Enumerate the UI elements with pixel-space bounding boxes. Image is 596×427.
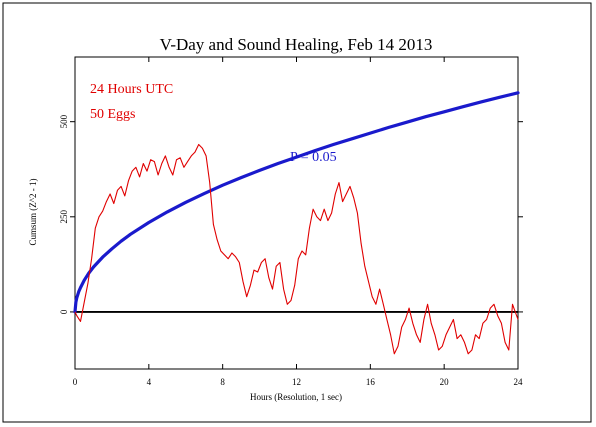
series-line-p005 — [73, 91, 520, 314]
x-tick-label-5: 20 — [440, 377, 450, 387]
annotation-50-eggs: 50 Eggs — [90, 107, 136, 122]
annotation-24-hours-utc: 24 Hours UTC — [90, 82, 173, 97]
y-axis-label: Cumsum (Z^2 - 1) — [28, 179, 38, 246]
series-line-cumsum — [74, 143, 519, 355]
x-tick-label-2: 8 — [220, 377, 225, 387]
annotation-p-value: P = 0.05 — [290, 150, 337, 165]
x-tick-label-6: 24 — [514, 377, 524, 387]
x-tick-label-0: 0 — [73, 377, 78, 387]
x-axis-ticks: 0 4 8 12 16 20 24 — [73, 57, 523, 387]
chart-title: V-Day and Sound Healing, Feb 14 2013 — [160, 35, 433, 54]
y-tick-label-0: 0 — [59, 309, 69, 314]
x-tick-label-4: 16 — [366, 377, 376, 387]
x-tick-label-3: 12 — [292, 377, 301, 387]
x-axis-label: Hours (Resolution, 1 sec) — [250, 392, 342, 402]
outer-frame — [2, 2, 592, 423]
y-tick-label-2: 500 — [59, 114, 69, 128]
y-tick-label-1: 250 — [59, 210, 69, 224]
y-axis-ticks: 0 250 500 — [59, 114, 523, 314]
x-tick-label-1: 4 — [147, 377, 152, 387]
